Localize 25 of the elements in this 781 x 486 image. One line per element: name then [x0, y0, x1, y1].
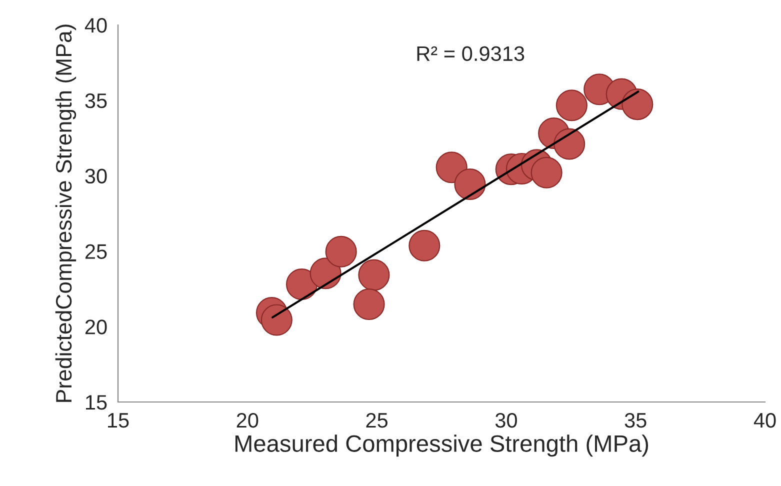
x-tick-label: 15 [108, 413, 129, 428]
y-tick-label: 30 [85, 168, 107, 184]
point [556, 90, 588, 122]
y-tick-label: 35 [85, 93, 107, 108]
y-axis-title: PredictedCompressive Strength (MPa) [55, 24, 76, 402]
point [622, 88, 654, 120]
point [353, 288, 385, 320]
x-tick-label: 30 [495, 412, 517, 428]
point [530, 156, 562, 188]
x-tick-label: 25 [366, 412, 388, 428]
point [325, 236, 357, 268]
x-tick-label: 40 [754, 412, 776, 428]
point [454, 168, 486, 200]
x-tick-label: 20 [236, 412, 258, 428]
point [554, 128, 586, 160]
y-tick-label: 40 [84, 18, 107, 33]
annotation: R² = 0.9313 [417, 46, 524, 62]
point [358, 259, 390, 291]
x-tick-label: 35 [624, 412, 646, 428]
y-tick-label: 20 [85, 320, 107, 334]
y-tick-label: 25 [85, 244, 107, 259]
y-tick-label: 15 [86, 395, 107, 410]
x-axis-title: Measured Compressive Strength (MPa) [235, 434, 648, 457]
point [408, 230, 440, 262]
point [260, 304, 292, 336]
